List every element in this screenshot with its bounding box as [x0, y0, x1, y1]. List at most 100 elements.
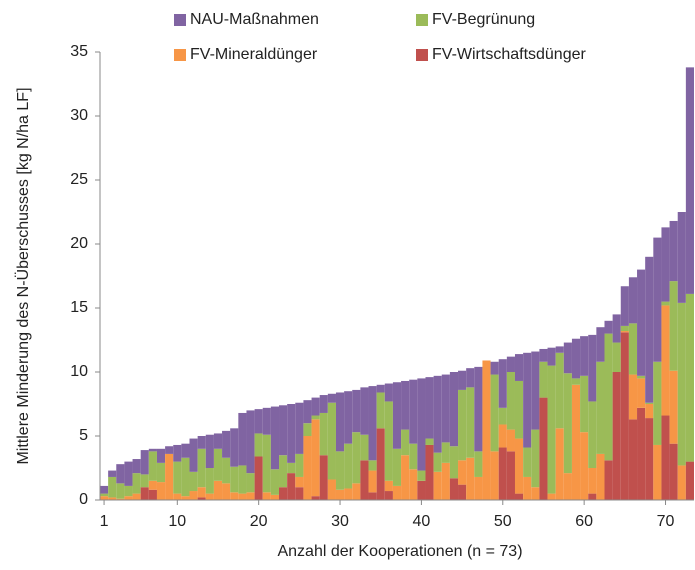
bar-segment: [327, 393, 336, 403]
bar-segment: [514, 438, 524, 494]
bar-segment: [506, 451, 515, 500]
y-tick-label: 30: [70, 107, 88, 124]
bar-segment: [555, 346, 564, 353]
bar-segment: [474, 451, 483, 477]
bar-segment: [270, 469, 280, 495]
bar-segment: [531, 487, 540, 500]
y-tick-label: 0: [79, 491, 88, 508]
bar-segment: [596, 453, 605, 500]
bar-segment: [116, 483, 125, 499]
bar-segment: [563, 473, 572, 500]
bar-segment: [645, 404, 654, 419]
bar-segment: [563, 342, 572, 374]
bar-segment: [173, 444, 182, 462]
bar-segment: [246, 410, 255, 474]
bar-segment: [523, 447, 532, 477]
bar-segment: [384, 480, 393, 492]
bar-segment: [352, 432, 361, 484]
bar-segment: [498, 447, 507, 500]
bar-segment: [311, 397, 320, 416]
bar-segment: [669, 370, 678, 444]
y-tick-label: 10: [70, 363, 88, 380]
bar-segment: [181, 496, 190, 500]
bar-segment: [124, 485, 133, 497]
bar-segment: [335, 451, 345, 490]
bar-segment: [531, 351, 540, 430]
bar-segment: [262, 492, 271, 500]
bar-segment: [571, 384, 581, 500]
bar-segment: [287, 462, 296, 474]
bar-segment: [132, 459, 141, 474]
bar-segment: [311, 496, 320, 500]
bar-segment: [555, 352, 564, 429]
bar-segment: [360, 460, 369, 500]
bar-segment: [181, 457, 190, 497]
bar-segment: [279, 455, 288, 488]
bar-segment: [173, 461, 182, 494]
bar-segment: [620, 325, 629, 332]
bar-segment: [279, 405, 288, 456]
bar-segment: [360, 387, 369, 435]
bar-segment: [254, 409, 263, 434]
bar-segment: [514, 380, 524, 439]
bar-segment: [498, 407, 507, 425]
bar-segment: [287, 473, 296, 500]
bar-segment: [425, 438, 434, 445]
bar-segment: [539, 361, 548, 398]
bar-segment: [287, 404, 296, 463]
bar-segment: [645, 402, 654, 404]
x-tick-label: 20: [250, 513, 268, 530]
legend-swatch: [416, 14, 428, 26]
bar-segment: [490, 361, 499, 375]
legend-swatch: [416, 49, 428, 61]
bar-segment: [319, 395, 328, 413]
bar-segment: [417, 378, 426, 471]
bar-segment: [165, 453, 174, 500]
bar-segment: [335, 489, 345, 500]
bar-segment: [327, 402, 336, 480]
bar-segment: [197, 487, 206, 498]
bar-segment: [588, 493, 597, 500]
bar-segment: [116, 498, 125, 500]
bar-segment: [222, 430, 231, 458]
bar-segment: [523, 352, 532, 448]
bar-segment: [148, 448, 157, 452]
bar-segment: [628, 277, 638, 324]
bar-segment: [100, 485, 109, 494]
bar-segment: [238, 465, 247, 494]
bar-segment: [637, 269, 646, 376]
bar-segment: [352, 483, 361, 500]
bar-segment: [653, 237, 662, 362]
bar-segment: [571, 378, 581, 385]
bar-segment: [384, 491, 393, 500]
bar-segment: [539, 348, 548, 362]
bar-segment: [612, 342, 621, 372]
bar-segment: [368, 470, 377, 493]
bar-segment: [213, 448, 223, 481]
bar-segment: [270, 406, 280, 470]
bar-segment: [230, 428, 239, 467]
y-tick-label: 15: [70, 299, 88, 316]
bar-segment: [401, 455, 410, 500]
bar-segment: [344, 391, 353, 444]
bar-segment: [669, 443, 678, 500]
bar-segment: [189, 438, 198, 472]
bar-segment: [441, 462, 450, 500]
bar-segment: [295, 402, 304, 454]
bar-segment: [205, 468, 214, 494]
bar-segment: [620, 331, 629, 333]
bar-segment: [449, 478, 459, 500]
bar-segment: [205, 434, 214, 468]
bar-segment: [628, 419, 638, 500]
bar-segment: [100, 493, 109, 497]
bar-segment: [669, 281, 678, 371]
bar-segment: [319, 412, 328, 456]
bar-segment: [230, 492, 239, 500]
bar-segment: [140, 487, 149, 500]
bar-segment: [295, 453, 304, 477]
bar-segment: [596, 327, 605, 362]
bar-segment: [645, 256, 654, 403]
bar-segment: [588, 334, 597, 402]
y-tick-label: 5: [79, 427, 88, 444]
